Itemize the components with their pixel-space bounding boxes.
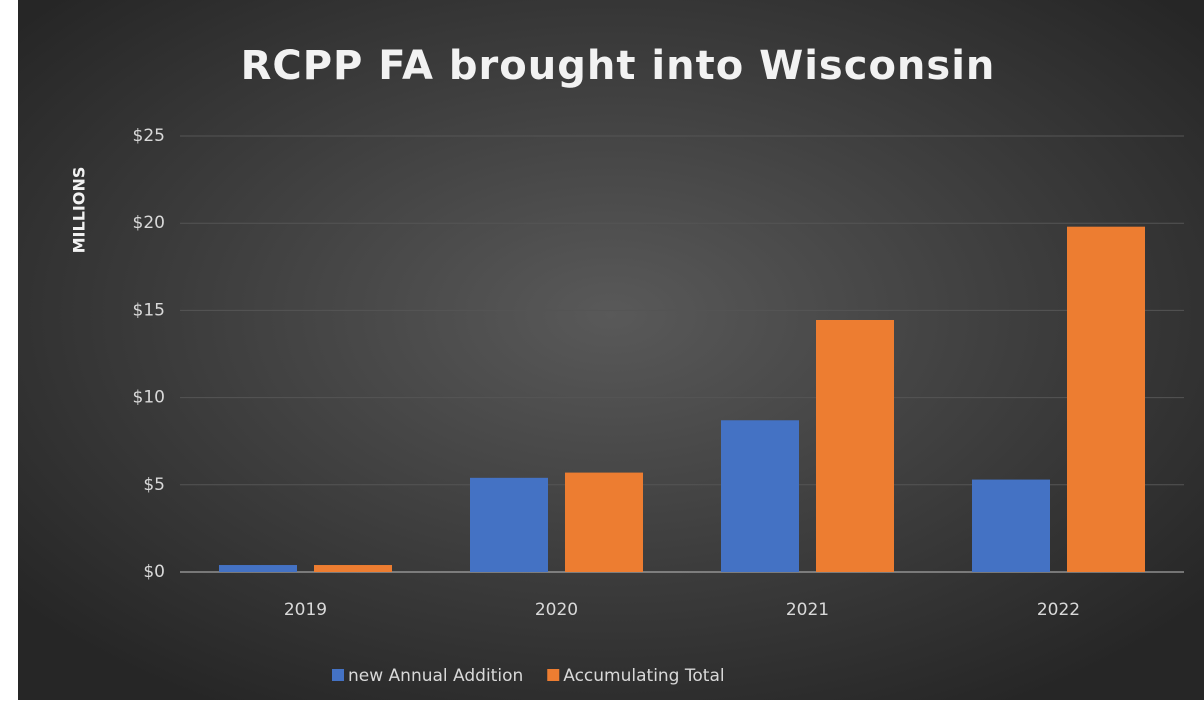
x-tick-label: 2020 [535,600,578,620]
legend-label: Accumulating Total [563,666,724,686]
legend-label: new Annual Addition [348,666,523,686]
bar [816,319,894,572]
x-tick-label: 2022 [1037,600,1080,620]
chart-title: RCPP FA brought into Wisconsin [241,43,996,89]
bar [972,479,1050,572]
x-tick-label: 2019 [284,600,327,620]
bar [470,477,548,572]
y-tick-label: $0 [143,562,165,582]
legend-swatch [332,669,344,681]
y-tick-label: $15 [133,300,165,320]
y-tick-label: $25 [133,126,165,146]
legend-swatch [547,669,560,681]
bar [565,472,643,572]
y-tick-label: $5 [143,475,165,495]
y-axis-label: MILLIONS [70,167,89,254]
bar [219,565,297,572]
y-tick-label: $20 [133,213,165,233]
x-tick-label: 2021 [786,600,829,620]
bar [721,420,799,572]
chart-background [18,0,1204,700]
bar [314,565,392,572]
bar [1067,226,1145,573]
y-tick-label: $10 [133,388,165,408]
